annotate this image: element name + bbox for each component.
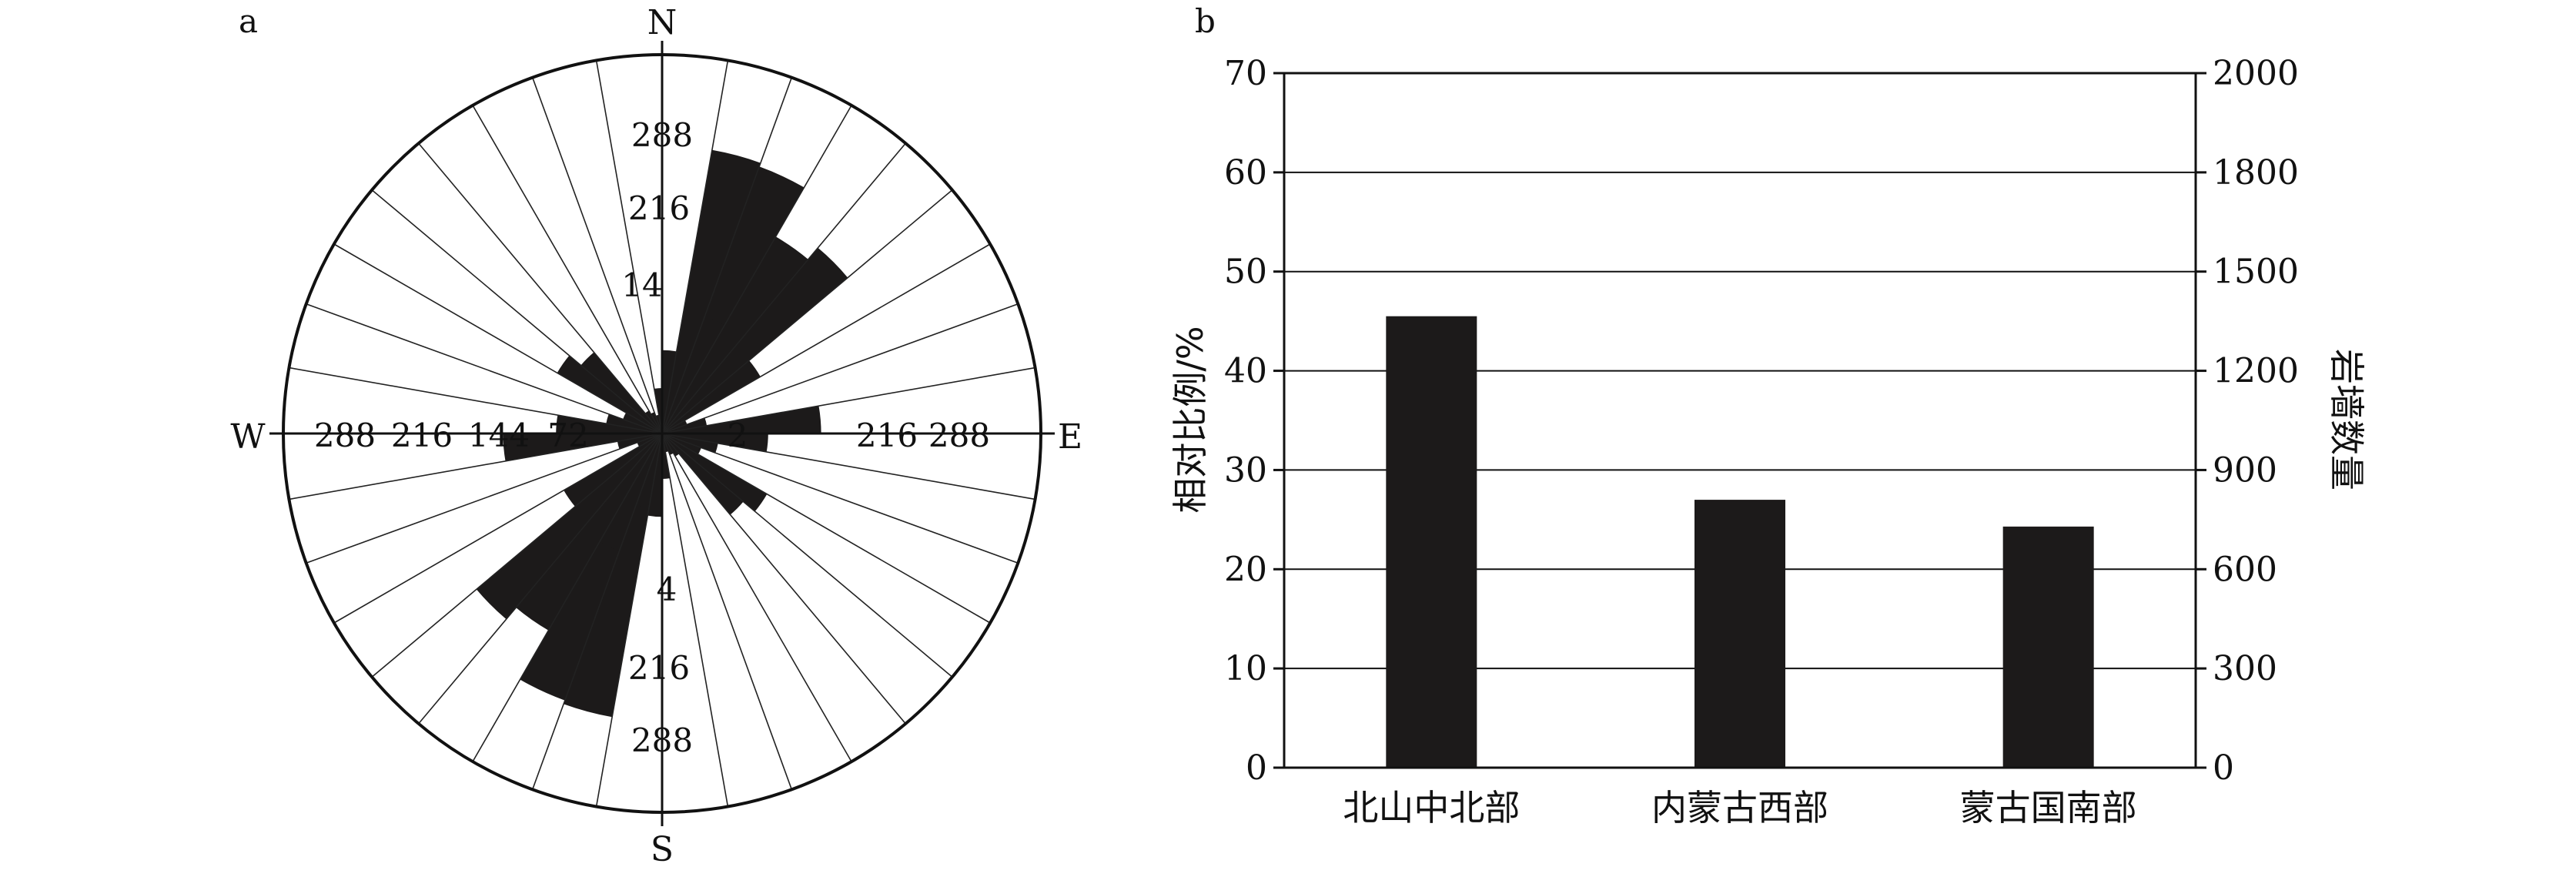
y-right-tick-label: 1800	[2213, 153, 2299, 192]
rose-radial-line	[418, 142, 663, 434]
scale-label-west-144: 144	[468, 417, 530, 454]
rose-radial-line	[333, 433, 663, 624]
rose-sector-30-opposite	[662, 433, 768, 512]
bar-2	[2002, 526, 2094, 768]
rose-sector-22-opposite	[662, 247, 848, 433]
y-right-tick-label: 900	[2213, 450, 2277, 490]
rose-grid	[269, 41, 1055, 826]
bar-marks	[1386, 316, 2094, 768]
rose-radial-line	[661, 142, 906, 434]
rose-radial-line	[661, 189, 953, 434]
y-right-tick-label: 0	[2213, 748, 2234, 788]
scale-label-west-288: 288	[314, 417, 376, 454]
rose-radial-line	[333, 243, 663, 434]
y-left-tick-label: 20	[1224, 550, 1267, 589]
y-right-tick-label: 300	[2213, 649, 2277, 688]
rose-radial-line	[289, 367, 663, 434]
rose-sector-30	[557, 355, 662, 433]
bar-0	[1386, 316, 1477, 768]
rose-radial-line	[661, 433, 906, 725]
scale-label-west-216: 216	[391, 417, 453, 454]
scale-label-south-288: 288	[631, 721, 693, 759]
rose-radial-line	[661, 433, 1035, 500]
scale-label-north-288: 288	[631, 116, 693, 154]
scale-label-south-216: 216	[628, 649, 690, 687]
scale-label-west-72: 72	[547, 417, 588, 454]
x-category-label: 蒙古国南部	[1960, 787, 2137, 828]
direction-north-label: N	[647, 3, 677, 42]
x-category-label: 北山中北部	[1343, 787, 1520, 828]
rose-radial-line	[661, 433, 729, 807]
y-right-tick-label: 2000	[2213, 54, 2299, 93]
scale-label-north-216: 216	[628, 189, 690, 227]
rose-radial-line	[661, 433, 1019, 564]
scale-label-east-2: 2	[728, 417, 748, 454]
rose-sector-23	[564, 433, 662, 507]
y-left-tick-label: 40	[1224, 352, 1267, 391]
y-left-tick-label: 50	[1224, 253, 1267, 292]
rose-radial-line	[661, 433, 852, 762]
rose-sector-13	[662, 433, 744, 515]
bar-chart: b 0 10 20 30 40 50 60 70 0 300 600 900 1200 1500 1800 2…	[1169, 2, 2367, 828]
rose-radial-line	[418, 433, 663, 725]
rose-radial-line	[531, 77, 663, 434]
bar-1	[1694, 500, 1785, 768]
y-left-tick-label: 30	[1224, 450, 1267, 490]
rose-sector-23-opposite	[662, 360, 761, 433]
y-axis-right-title: 岩墙数量	[2326, 349, 2367, 490]
rose-radial-line	[661, 77, 793, 434]
rose-radial-line	[289, 433, 663, 500]
scale-label-north-14: 14	[621, 266, 662, 304]
rose-radial-line	[371, 433, 663, 678]
rose-radial-line	[371, 189, 663, 434]
panel-a-label: a	[239, 2, 258, 40]
rose-radial-line	[661, 367, 1035, 434]
x-category-label: 内蒙古西部	[1651, 787, 1828, 828]
y-left-tick-label: 60	[1224, 153, 1267, 192]
rose-sector-22	[476, 433, 662, 620]
rose-radial-line	[472, 105, 663, 434]
rose-outer-circle	[282, 53, 1042, 814]
y-right-tick-label: 1500	[2213, 253, 2299, 292]
rose-radial-line	[472, 433, 663, 762]
rose-radial-line	[531, 433, 663, 790]
panel-b-label: b	[1195, 2, 1216, 40]
direction-south-label: S	[651, 830, 674, 869]
rose-radial-line	[661, 433, 793, 790]
rose-radial-line	[661, 433, 953, 678]
y-axis-left-title: 相对比例/%	[1169, 326, 1211, 513]
rose-diagram: a N S W E 288 216 14 4 216 288 288 216 1…	[230, 2, 1082, 869]
scale-label-south-4: 4	[657, 571, 677, 608]
scale-label-east-216: 216	[856, 417, 918, 454]
scale-label-east-288: 288	[928, 417, 990, 454]
rose-radial-line	[661, 60, 729, 434]
y-right-tick-label: 600	[2213, 550, 2277, 589]
rose-radial-line	[661, 243, 991, 434]
rose-radial-line	[661, 303, 1019, 434]
rose-sector-13-opposite	[580, 352, 662, 433]
rose-radial-line	[595, 60, 663, 434]
rose-radial-line	[595, 433, 663, 807]
y-left-tick-label: 70	[1224, 54, 1267, 93]
direction-west-label: W	[230, 417, 266, 457]
rose-radial-line	[661, 433, 991, 624]
rose-radial-line	[661, 105, 852, 434]
plot-frame	[1283, 72, 2197, 769]
rose-radial-line	[306, 433, 663, 564]
direction-east-label: E	[1058, 417, 1082, 457]
y-left-tick-label: 0	[1246, 748, 1267, 788]
rose-sector-21-opposite	[662, 236, 808, 433]
bar-axes: 0 10 20 30 40 50 60 70 0 300 600 900 1200 1500 1800 200…	[1224, 54, 2299, 828]
rose-radial-line	[306, 303, 663, 434]
rose-sector-20	[599, 433, 662, 551]
rose-sector-20-opposite	[662, 316, 725, 433]
y-left-tick-label: 10	[1224, 649, 1267, 688]
y-right-tick-label: 1200	[2213, 352, 2299, 391]
rose-sector-21	[516, 433, 662, 631]
